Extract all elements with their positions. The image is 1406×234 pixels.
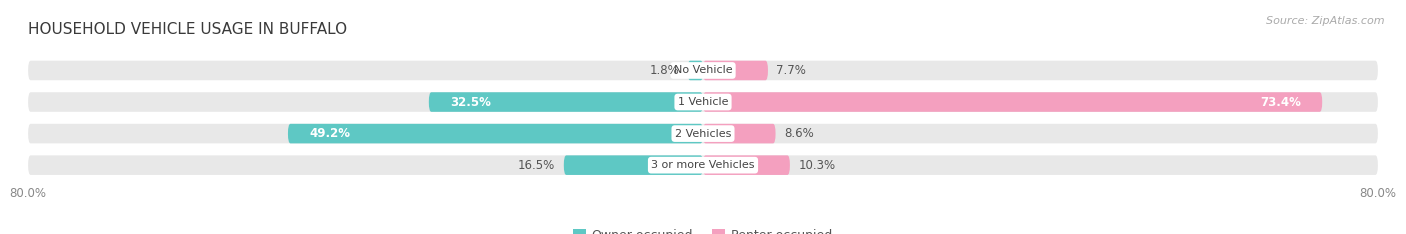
FancyBboxPatch shape	[688, 61, 703, 80]
FancyBboxPatch shape	[429, 92, 703, 112]
Text: 49.2%: 49.2%	[309, 127, 350, 140]
Text: No Vehicle: No Vehicle	[673, 66, 733, 76]
FancyBboxPatch shape	[703, 155, 790, 175]
Text: Source: ZipAtlas.com: Source: ZipAtlas.com	[1267, 16, 1385, 26]
Text: 1 Vehicle: 1 Vehicle	[678, 97, 728, 107]
Text: 16.5%: 16.5%	[519, 159, 555, 172]
FancyBboxPatch shape	[28, 155, 1378, 175]
Text: 32.5%: 32.5%	[450, 95, 491, 109]
Text: HOUSEHOLD VEHICLE USAGE IN BUFFALO: HOUSEHOLD VEHICLE USAGE IN BUFFALO	[28, 22, 347, 37]
FancyBboxPatch shape	[564, 155, 703, 175]
FancyBboxPatch shape	[28, 124, 1378, 143]
Text: 7.7%: 7.7%	[776, 64, 806, 77]
FancyBboxPatch shape	[28, 61, 1378, 80]
Text: 3 or more Vehicles: 3 or more Vehicles	[651, 160, 755, 170]
Legend: Owner-occupied, Renter-occupied: Owner-occupied, Renter-occupied	[568, 224, 838, 234]
FancyBboxPatch shape	[703, 92, 1322, 112]
FancyBboxPatch shape	[703, 124, 776, 143]
Text: 2 Vehicles: 2 Vehicles	[675, 129, 731, 139]
Text: 1.8%: 1.8%	[650, 64, 679, 77]
Text: 10.3%: 10.3%	[799, 159, 835, 172]
FancyBboxPatch shape	[703, 61, 768, 80]
FancyBboxPatch shape	[288, 124, 703, 143]
Text: 8.6%: 8.6%	[785, 127, 814, 140]
Text: 73.4%: 73.4%	[1260, 95, 1301, 109]
FancyBboxPatch shape	[28, 92, 1378, 112]
